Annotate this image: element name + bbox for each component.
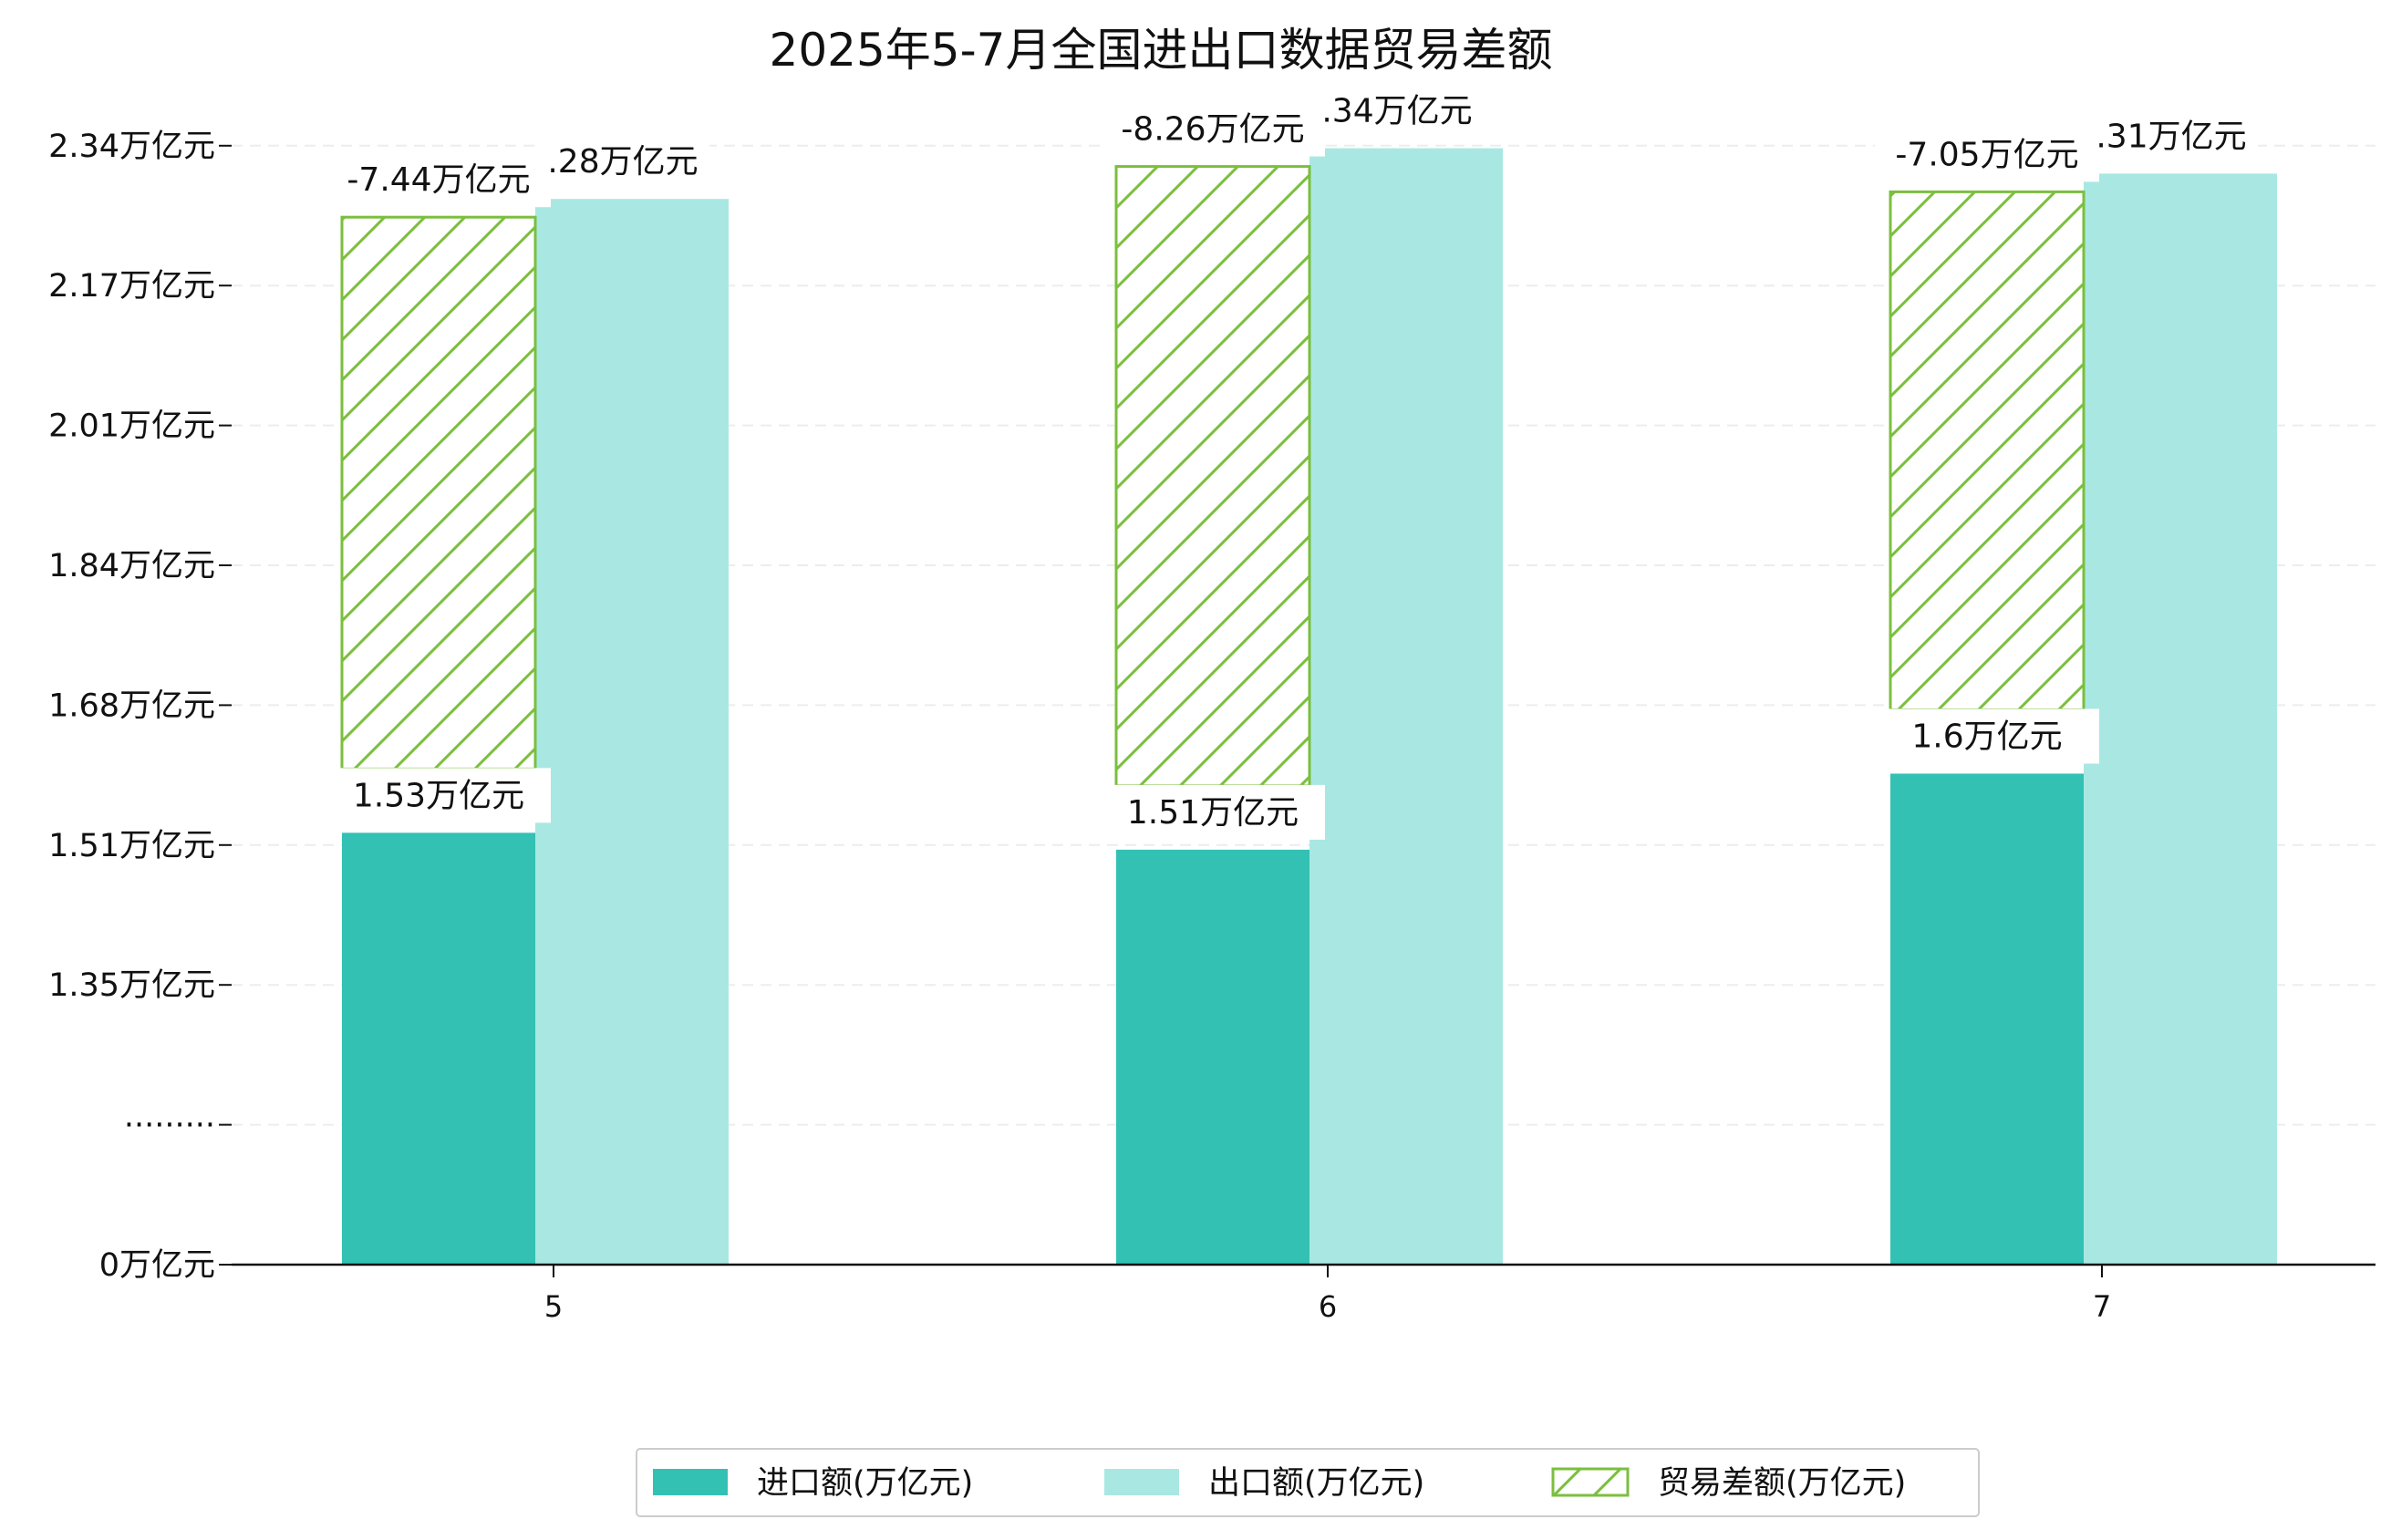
legend-import-swatch — [653, 1469, 728, 1495]
import-data-label: 1.51万亿元 — [1127, 794, 1299, 832]
import-bar — [342, 832, 535, 1265]
y-tick-label: 2.01万亿元 — [48, 408, 215, 445]
export-data-label-bg — [1310, 83, 1484, 139]
export-data-label: .28万亿元 — [547, 143, 698, 181]
trade-balance-bar — [1114, 165, 1311, 788]
bars — [340, 148, 2277, 1265]
trade-balance-bar — [340, 215, 537, 770]
x-tick-label: 7 — [2093, 1289, 2111, 1324]
legend-trade-balance-label: 贸易差额(万亿元) — [1658, 1465, 1906, 1502]
y-tick-label: 1.84万亿元 — [48, 548, 215, 584]
legend: 进口额(万亿元) 出口额(万亿元) 贸易差额(万亿元) — [636, 1448, 1980, 1517]
import-data-label: 1.6万亿元 — [1911, 718, 2062, 755]
legend-export-label: 出口额(万亿元) — [1208, 1465, 1424, 1502]
legend-export-swatch — [1104, 1469, 1179, 1495]
export-bar — [535, 199, 729, 1265]
export-data-label: .31万亿元 — [2096, 118, 2246, 155]
export-data-label-bg — [2085, 109, 2258, 164]
trade-balance-data-label: -8.26万亿元 — [1121, 111, 1304, 149]
import-bar — [1890, 773, 2084, 1265]
trade-balance-data-label-bg — [1101, 101, 1325, 157]
chart-title: 2025年5-7月全国进出口数据贸易差额 — [770, 24, 1553, 77]
data-labels: .28万亿元 -7.44万亿元 1.53万亿元 .34万亿元 -8.26万亿元 1.51万… — [326, 83, 2258, 840]
trade-balance-data-label-bg — [326, 152, 551, 208]
y-tick-label: 1.51万亿元 — [48, 828, 215, 864]
legend-trade-balance-swatch — [1551, 1467, 1630, 1497]
y-tick-label: 0万亿元 — [99, 1247, 215, 1284]
y-tick-label: 1.35万亿元 — [48, 967, 215, 1004]
y-tick-label: 1.68万亿元 — [48, 687, 215, 724]
import-bar — [1116, 849, 1309, 1265]
import-data-label: 1.53万亿元 — [353, 777, 524, 814]
import-data-label-bg — [1875, 708, 2099, 764]
import-data-label-bg — [1101, 784, 1325, 840]
trade-balance-data-label: -7.05万亿元 — [1895, 136, 2078, 173]
trade-balance-data-label-bg — [1875, 127, 2099, 182]
x-tick-label: 5 — [544, 1289, 563, 1324]
export-data-label-bg — [536, 134, 709, 190]
legend-import-label: 进口额(万亿元) — [757, 1465, 973, 1502]
export-bar — [1309, 148, 1503, 1265]
y-tick-label: ········· — [124, 1108, 215, 1144]
legend-box — [636, 1448, 1980, 1517]
export-data-label: .34万亿元 — [1321, 93, 1472, 130]
y-tick-label: 2.17万亿元 — [48, 268, 215, 305]
trade-balance-data-label: -7.44万亿元 — [347, 161, 530, 199]
y-tick-label: 2.34万亿元 — [48, 129, 215, 165]
export-bar — [2084, 173, 2277, 1265]
x-tick-label: 6 — [1319, 1289, 1337, 1324]
trade-balance-bar — [1889, 190, 2086, 711]
import-data-label-bg — [326, 768, 551, 823]
axes: 0万亿元 ········· 1.35万亿元 1.51万亿元 1.68万亿元 1.84万亿… — [48, 129, 2375, 1324]
